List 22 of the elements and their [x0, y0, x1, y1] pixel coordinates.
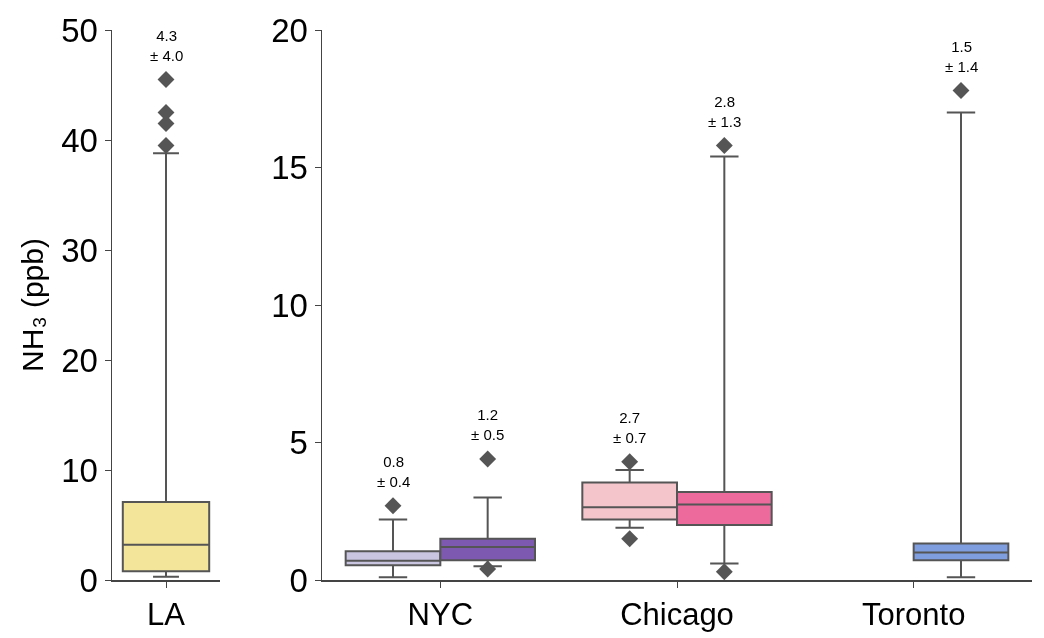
y-tick-label: 0 [79, 561, 98, 599]
x-tick-label: NYC [407, 596, 474, 632]
y-tick-label: 50 [61, 11, 98, 49]
text: 1.5 ± 1.4 [945, 38, 979, 75]
x-tick-label: LA [147, 596, 186, 632]
y-tick-label: 10 [61, 451, 98, 489]
y-tick-label: 5 [289, 424, 308, 462]
text: 0.8 ± 0.4 [377, 453, 411, 490]
x-tick-label: Toronto [861, 596, 966, 632]
y-tick-label: 30 [61, 231, 98, 269]
text: 2.7 ± 0.7 [613, 409, 647, 446]
y-tick-label: 10 [271, 286, 308, 324]
text: 4.3 ± 4.0 [150, 27, 184, 64]
y-tick-label: 0 [289, 561, 308, 599]
y-axis-title: NH₃ (ppb) [16, 238, 50, 372]
text: 1.2 ± 0.5 [471, 406, 505, 443]
y-tick-label: 20 [271, 11, 308, 49]
y-tick-label: 20 [61, 341, 98, 379]
x-tick-label: Chicago [620, 596, 734, 632]
y-tick-label: 15 [271, 149, 308, 187]
y-tick-label: 40 [61, 121, 98, 159]
text: 2.8 ± 1.3 [708, 93, 742, 130]
